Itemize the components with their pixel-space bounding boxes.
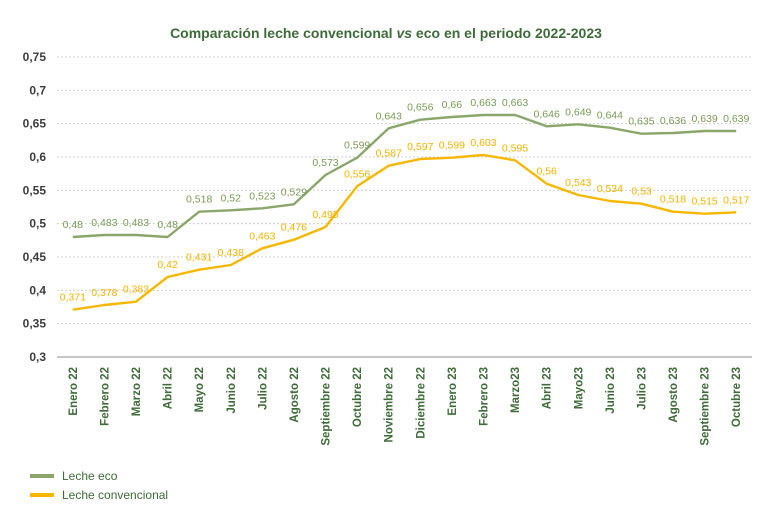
data-label-eco: 0,649	[565, 106, 591, 118]
y-tick-label: 0,45	[23, 250, 47, 264]
data-label-eco: 0,663	[470, 97, 496, 109]
data-label-convencional: 0,595	[502, 142, 528, 154]
data-label-convencional: 0,515	[691, 196, 717, 208]
y-axis: 0,3 0,35 0,4 0,45 0,5 0,55 0,6 0,65 0,7 0,75	[23, 50, 47, 364]
y-tick-label: 0,35	[23, 317, 47, 331]
x-tick-label: Julio 22	[257, 367, 269, 410]
legend: Leche eco Leche convencional	[30, 466, 168, 504]
chart-title-part-1: Comparación leche convencional	[170, 25, 396, 41]
legend-item-convencional: Leche convencional	[30, 485, 168, 504]
x-tick-label: Enero 22	[68, 367, 80, 416]
x-tick-label: Septiembre 23	[700, 367, 712, 446]
data-label-eco: 0,573	[312, 157, 338, 169]
x-tick-label: Agosto 22	[289, 367, 301, 423]
data-label-eco: 0,599	[344, 140, 370, 152]
data-label-convencional: 0,597	[407, 141, 433, 153]
data-label-eco: 0,483	[91, 217, 117, 229]
legend-label-eco: Leche eco	[62, 468, 118, 483]
data-label-convencional: 0,599	[439, 140, 465, 152]
x-axis: Enero 22 Febrero 22 Marzo 22 Abril 22 Mayo 2…	[68, 367, 743, 446]
data-label-convencional: 0,517	[723, 194, 749, 206]
y-tick-label: 0,7	[29, 83, 46, 97]
x-tick-label: Octubre 23	[731, 367, 743, 427]
legend-item-eco: Leche eco	[30, 466, 168, 485]
x-tick-label: Febrero 22	[99, 367, 111, 426]
data-label-eco: 0,52	[221, 192, 242, 204]
data-label-convencional: 0,543	[565, 177, 591, 189]
x-tick-label: Abril 23	[542, 367, 554, 409]
series-line-convencional	[72, 153, 737, 311]
y-tick-label: 0,6	[29, 150, 46, 164]
chart-title-part-2: eco en el periodo 2022-2023	[412, 25, 602, 41]
data-label-convencional: 0,53	[631, 186, 652, 198]
x-tick-label: Mayo 22	[194, 367, 206, 412]
data-label-convencional: 0,56	[536, 166, 557, 178]
data-label-convencional: 0,378	[91, 287, 117, 299]
data-label-eco: 0,529	[281, 186, 307, 198]
y-tick-label: 0,55	[23, 183, 47, 197]
legend-swatch-eco	[30, 473, 54, 478]
data-label-eco: 0,48	[157, 219, 178, 231]
x-tick-label: Septiembre 22	[321, 367, 333, 446]
data-label-convencional: 0,518	[660, 194, 686, 206]
x-tick-label: Enero 23	[447, 367, 459, 416]
x-tick-label: Febrero 23	[478, 367, 490, 426]
series-lines	[72, 113, 737, 311]
data-label-convencional: 0,534	[597, 183, 623, 195]
x-tick-label: Julio 23	[636, 367, 648, 410]
x-tick-label: Junio 23	[605, 367, 617, 414]
data-label-eco: 0,656	[407, 102, 433, 114]
series-line-eco	[72, 113, 737, 239]
y-tick-label: 0,5	[29, 217, 46, 231]
data-label-eco: 0,643	[376, 110, 402, 122]
x-tick-label: Noviembre 22	[384, 367, 396, 442]
data-label-convencional: 0,42	[157, 259, 178, 271]
data-label-eco: 0,663	[502, 97, 528, 109]
data-labels: 0,48 0,483 0,483 0,48 0,518 0,52 0,523 0,529 0,5…	[60, 97, 750, 304]
legend-label-convencional: Leche convencional	[62, 487, 169, 502]
y-tick-label: 0,4	[29, 283, 46, 297]
y-tick-label: 0,3	[29, 350, 46, 364]
data-label-eco: 0,639	[691, 113, 717, 125]
x-tick-label: Junio 22	[226, 367, 238, 414]
legend-swatch-convencional	[30, 492, 54, 497]
data-label-eco: 0,483	[123, 217, 149, 229]
data-label-eco: 0,518	[186, 194, 212, 206]
x-tick-label: Marzo 22	[131, 367, 143, 416]
data-label-convencional: 0,556	[344, 168, 370, 180]
data-label-convencional: 0,438	[218, 247, 244, 259]
data-label-convencional: 0,463	[249, 230, 275, 242]
data-label-convencional: 0,603	[470, 137, 496, 149]
chart-title: Comparación leche convencional vs eco en…	[170, 25, 602, 41]
data-label-eco: 0,639	[723, 113, 749, 125]
data-label-convencional: 0,476	[281, 222, 307, 234]
data-label-convencional: 0,371	[60, 292, 86, 304]
data-label-eco: 0,48	[63, 219, 84, 231]
y-tick-label: 0,75	[23, 50, 47, 64]
data-label-eco: 0,636	[660, 115, 686, 127]
data-label-eco: 0,646	[534, 108, 560, 120]
data-label-convencional: 0,587	[376, 148, 402, 160]
data-label-eco: 0,523	[249, 190, 275, 202]
x-tick-label: Agosto 23	[668, 367, 680, 423]
gridlines	[57, 56, 752, 358]
data-label-convencional: 0,431	[186, 252, 212, 264]
data-label-convencional: 0,383	[123, 284, 149, 296]
x-tick-label: Octubre 22	[352, 367, 364, 427]
data-label-convencional: 0,495	[312, 209, 338, 221]
x-tick-label: Abril 22	[163, 367, 175, 409]
data-label-eco: 0,644	[597, 110, 623, 122]
x-tick-label: Marzo23	[510, 367, 522, 413]
x-tick-label: Diciembre 22	[415, 367, 427, 439]
data-label-eco: 0,635	[628, 116, 654, 128]
x-tick-label: Mayo23	[573, 367, 585, 409]
chart-title-emphasis: vs	[396, 25, 412, 41]
y-tick-label: 0,65	[23, 117, 47, 131]
data-label-eco: 0,66	[442, 99, 463, 111]
